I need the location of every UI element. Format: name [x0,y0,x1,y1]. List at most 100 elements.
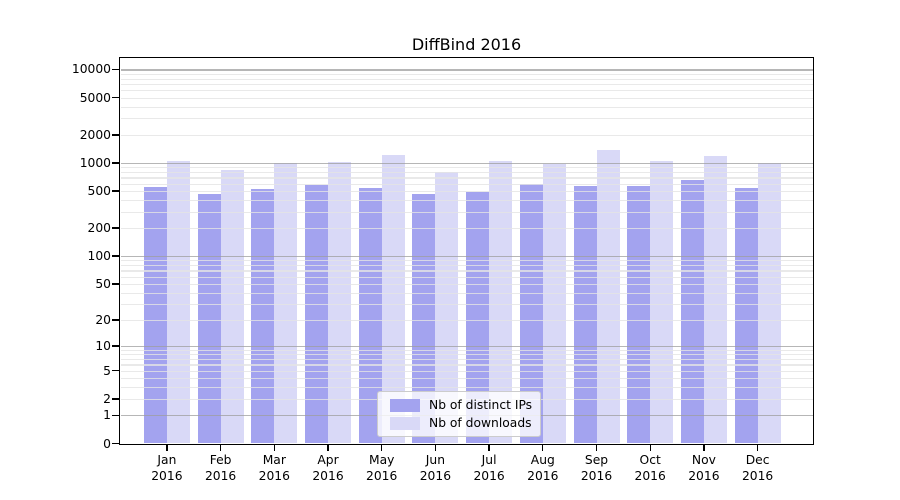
x-tick-month: Oct [639,453,661,467]
gridline-minor [120,364,813,366]
x-tick-year: 2016 [580,468,613,483]
x-tick [273,445,275,451]
y-tick [112,162,119,164]
y-tick-label: 5 [103,363,111,378]
bar-distinct-ips [734,187,758,444]
x-tick-label-aug: Aug 2016 [513,453,573,484]
x-tick-label-may: May 2016 [352,453,412,484]
y-tick [112,255,119,257]
x-tick [381,445,383,451]
legend-label-downloads: Nb of downloads [429,416,532,430]
bar-downloads [166,161,190,444]
y-tick [112,190,119,192]
gridline-minor [120,319,813,321]
y-tick [112,68,119,71]
x-tick-month: Jan [157,453,177,467]
bar-downloads [274,163,298,444]
y-tick-label: 1000 [79,155,111,170]
gridline-major [120,256,813,258]
bar-downloads [596,150,620,444]
x-tick [488,445,490,451]
x-tick-month: Mar [262,453,286,467]
y-tick [112,345,119,347]
gridline-minor [120,118,813,120]
x-tick-label-oct: Oct 2016 [620,453,680,484]
chart-title: DiffBind 2016 [411,35,522,54]
y-tick-label: 20 [95,312,111,327]
legend-item-distinct-ips: Nb of distinct IPs [390,396,532,414]
gridline-minor [120,276,813,278]
gridline-minor [120,172,813,174]
bar-distinct-ips [251,189,275,444]
bar-downloads [542,164,566,444]
gridline-minor [120,183,813,185]
legend-swatch-distinct-ips [390,398,420,412]
gridline-minor [120,270,813,272]
x-tick-year: 2016 [527,468,559,483]
gridline-major [120,69,813,71]
x-tick [595,445,598,451]
y-tick [112,319,119,321]
gridline-minor [120,211,813,213]
x-tick-month: Feb [209,453,232,467]
gridline-minor [120,134,813,136]
gridline-minor [120,191,813,193]
gridline-minor [120,387,813,389]
x-tick-label-jan: Jan 2016 [137,453,197,484]
x-tick-year: 2016 [366,468,398,483]
gridline-minor [120,90,813,92]
gridline-minor [120,350,813,352]
gridline-minor [120,167,813,169]
bar-downloads [220,170,244,444]
gridline-minor [120,260,813,262]
x-tick-label-dec: Dec 2016 [728,453,788,484]
gridline-minor [120,304,813,306]
y-tick-label: 2 [103,391,111,406]
gridline-minor [120,265,813,267]
gridline-major [120,162,813,165]
gridline-minor [120,97,813,99]
y-tick [112,96,119,99]
x-tick-month: Jul [481,453,497,467]
x-tick-label-jul: Jul 2016 [459,453,519,484]
legend: Nb of distinct IPs Nb of downloads [377,391,541,437]
x-tick [649,445,651,451]
bar-distinct-ips [143,186,167,444]
y-tick [112,398,119,400]
x-tick-label-mar: Mar 2016 [244,453,304,484]
gridline-minor [120,200,813,202]
bar-distinct-ips [466,191,490,444]
x-tick-year: 2016 [473,468,505,483]
x-tick [219,445,222,451]
y-tick [112,283,119,285]
x-tick-year: 2016 [419,468,452,483]
y-tick [112,370,119,372]
x-tick [756,445,759,451]
y-tick [112,442,119,445]
x-tick-month: Sep [584,453,609,467]
gridline-minor [120,106,813,108]
gridline-major [120,346,813,348]
x-tick-label-feb: Feb 2016 [191,453,251,484]
x-tick-year: 2016 [634,468,666,483]
x-tick-month: Aug [530,453,555,467]
x-tick [434,445,437,451]
x-tick-month: May [368,453,395,467]
x-tick-year: 2016 [312,468,344,483]
gridline-minor [120,292,813,294]
bar-downloads [757,162,781,444]
bar-distinct-ips [680,179,704,444]
y-tick-label: 2000 [79,127,111,142]
legend-label-distinct-ips: Nb of distinct IPs [429,398,533,412]
y-tick [112,134,119,136]
gridline-minor [120,73,813,75]
x-tick-label-jun: Jun 2016 [405,453,465,484]
x-tick [542,445,544,451]
gridline-minor [120,228,813,230]
legend-swatch-downloads [390,416,420,430]
x-tick-year: 2016 [258,468,290,483]
bar-downloads [489,160,513,444]
x-tick-month: Nov [691,453,716,467]
y-tick-label: 5000 [79,90,111,105]
